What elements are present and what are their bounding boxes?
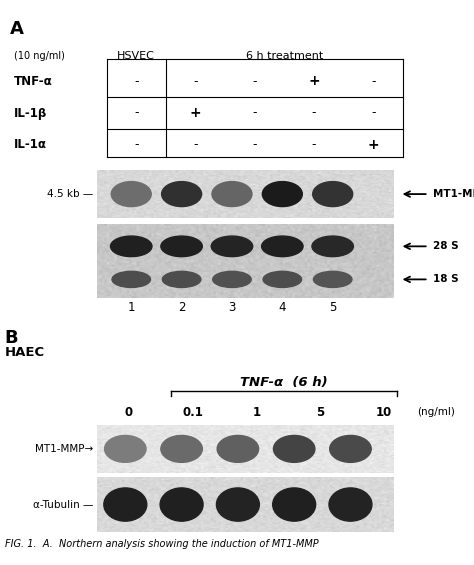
Text: B: B	[5, 329, 18, 347]
Text: (10 ng/ml): (10 ng/ml)	[14, 51, 65, 61]
Ellipse shape	[263, 271, 301, 288]
Ellipse shape	[273, 436, 315, 462]
Ellipse shape	[313, 271, 352, 288]
Ellipse shape	[217, 488, 259, 521]
Text: -: -	[134, 138, 138, 151]
Text: MT1-MMP→: MT1-MMP→	[35, 444, 93, 454]
Ellipse shape	[273, 488, 316, 521]
Text: +: +	[308, 75, 320, 88]
Ellipse shape	[262, 236, 303, 257]
Text: MT1-MMP: MT1-MMP	[432, 189, 474, 199]
Text: 18 S: 18 S	[432, 275, 458, 284]
Text: HSVEC: HSVEC	[118, 51, 155, 61]
Text: -: -	[371, 106, 375, 120]
Text: 1: 1	[128, 301, 135, 315]
Text: 1: 1	[252, 406, 261, 419]
Ellipse shape	[313, 181, 353, 207]
Ellipse shape	[161, 436, 202, 462]
Text: TNF-α  (6 h): TNF-α (6 h)	[240, 376, 328, 389]
Ellipse shape	[213, 271, 251, 288]
Text: 0: 0	[125, 406, 133, 419]
Text: FIG. 1.  A.  Northern analysis showing the induction of MT1-MMP: FIG. 1. A. Northern analysis showing the…	[5, 539, 319, 549]
Text: -: -	[253, 106, 257, 120]
Text: -: -	[193, 138, 198, 151]
Text: -: -	[193, 75, 198, 88]
Text: +: +	[367, 138, 379, 151]
Ellipse shape	[162, 271, 201, 288]
Text: 28 S: 28 S	[432, 241, 458, 251]
Ellipse shape	[212, 181, 252, 207]
Text: 5: 5	[316, 406, 324, 419]
Ellipse shape	[112, 271, 150, 288]
Ellipse shape	[162, 181, 201, 207]
Ellipse shape	[312, 236, 354, 257]
Text: HAEC: HAEC	[5, 346, 45, 359]
Ellipse shape	[110, 236, 152, 257]
Ellipse shape	[111, 181, 151, 207]
Text: A: A	[9, 20, 23, 38]
Text: +: +	[190, 106, 201, 120]
Text: 4.5 kb —: 4.5 kb —	[47, 189, 93, 199]
Ellipse shape	[217, 436, 259, 462]
Text: 0.1: 0.1	[182, 406, 203, 419]
Text: -: -	[134, 106, 138, 120]
Text: IL-1α: IL-1α	[14, 138, 47, 151]
Ellipse shape	[160, 488, 203, 521]
Ellipse shape	[262, 181, 302, 207]
Ellipse shape	[211, 236, 253, 257]
Text: -: -	[253, 138, 257, 151]
Ellipse shape	[161, 236, 202, 257]
Text: α-Tubulin —: α-Tubulin —	[33, 499, 93, 510]
Ellipse shape	[329, 488, 372, 521]
Text: 3: 3	[228, 301, 236, 315]
Text: 6 h treatment: 6 h treatment	[246, 51, 323, 61]
Text: 5: 5	[329, 301, 337, 315]
Text: -: -	[253, 75, 257, 88]
Text: 10: 10	[376, 406, 392, 419]
Text: -: -	[134, 75, 138, 88]
Text: (ng/ml): (ng/ml)	[418, 407, 456, 417]
Ellipse shape	[104, 488, 147, 521]
Text: -: -	[371, 75, 375, 88]
Ellipse shape	[330, 436, 371, 462]
Text: 2: 2	[178, 301, 185, 315]
Text: -: -	[312, 138, 316, 151]
Ellipse shape	[105, 436, 146, 462]
Text: IL-1β: IL-1β	[14, 106, 47, 120]
Text: -: -	[312, 106, 316, 120]
Text: TNF-α: TNF-α	[14, 75, 53, 88]
Text: 4: 4	[279, 301, 286, 315]
